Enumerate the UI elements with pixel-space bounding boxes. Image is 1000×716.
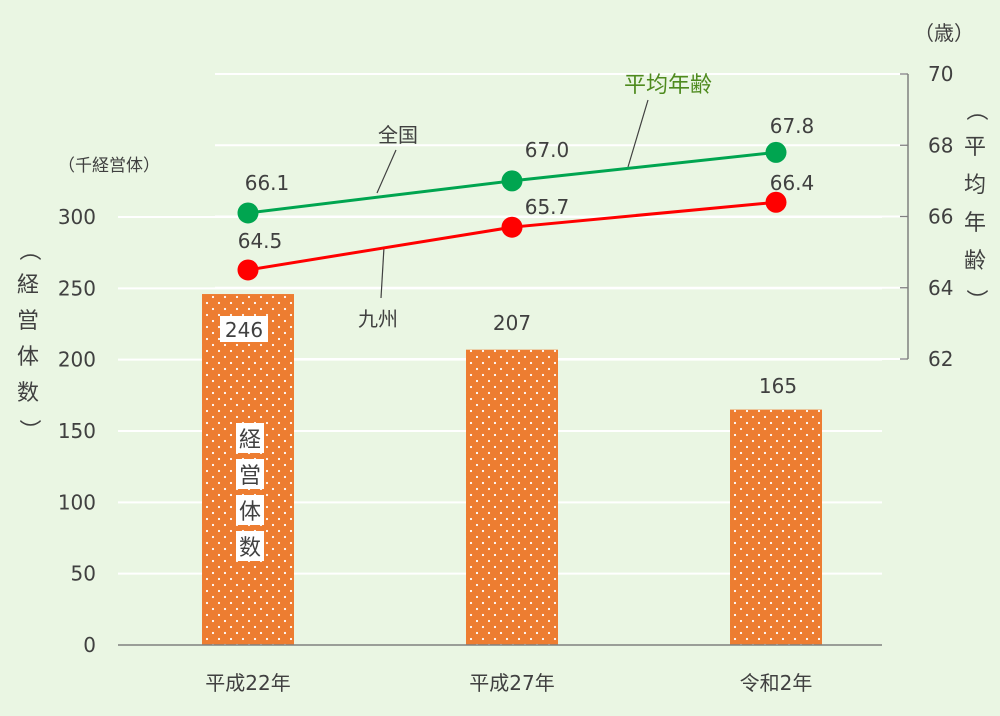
series-point bbox=[765, 191, 787, 213]
leader-lines bbox=[376, 99, 649, 299]
y-right-tick-label: 62 bbox=[928, 347, 953, 371]
y-right-title-char: 齢 bbox=[964, 249, 986, 274]
y-right-tick-label: 68 bbox=[928, 133, 953, 157]
y-left-title-char: （ bbox=[16, 239, 41, 261]
y-right-tick-label: 66 bbox=[928, 205, 953, 229]
y-left-unit: （千経営体） bbox=[58, 156, 160, 176]
y-left-tick-label: 200 bbox=[58, 348, 96, 372]
bar bbox=[466, 349, 558, 645]
x-tick-label: 令和2年 bbox=[740, 671, 813, 695]
bar-data-label: 165 bbox=[759, 374, 797, 398]
series-label-bg bbox=[236, 531, 264, 561]
y-right-unit: （歳） bbox=[914, 21, 974, 45]
leader-line bbox=[376, 149, 397, 194]
y-right-tick-label: 70 bbox=[928, 62, 953, 86]
series-point bbox=[237, 202, 259, 224]
series-point bbox=[237, 259, 259, 281]
line-group-label: 平均年齢 bbox=[624, 73, 712, 98]
series-point bbox=[765, 141, 787, 163]
bars bbox=[202, 294, 822, 645]
y-left-tick-label: 250 bbox=[58, 276, 96, 300]
y-right-title-char: 年 bbox=[964, 211, 986, 236]
y-left-tick-label: 150 bbox=[58, 419, 96, 443]
leader-line bbox=[380, 246, 385, 299]
line-data-label: 66.1 bbox=[245, 171, 290, 195]
y-left-tick-label: 300 bbox=[58, 205, 96, 229]
series-point bbox=[501, 216, 523, 238]
y-left-title-char: ） bbox=[16, 419, 41, 441]
y-left-tick-label: 0 bbox=[83, 633, 96, 657]
y-left-title-char: 営 bbox=[17, 309, 39, 334]
series-name-label: 九州 bbox=[358, 307, 398, 331]
series-name-label: 全国 bbox=[378, 123, 418, 147]
y-left-title-char: 数 bbox=[17, 381, 39, 406]
y-left-title-char: 体 bbox=[17, 345, 39, 370]
bar-series-label-char: 営 bbox=[239, 464, 261, 489]
x-tick-label: 平成22年 bbox=[205, 671, 290, 695]
line-data-label: 67.8 bbox=[770, 114, 815, 138]
labels: 0 50 100 150 200 250 300 62 64 66 68 70 平成22年 平成27年 令和… bbox=[16, 21, 988, 695]
y-left-tick-label: 100 bbox=[58, 490, 96, 514]
bar-series-label-char: 経 bbox=[239, 428, 261, 453]
y-right-title-char: 均 bbox=[964, 173, 986, 198]
x-tick-label: 平成27年 bbox=[469, 671, 554, 695]
y-right-title-char: ） bbox=[963, 289, 988, 311]
series-label-bg bbox=[236, 459, 264, 489]
bar-data-label: 246 bbox=[225, 318, 263, 342]
y-left-title-char: 経 bbox=[17, 273, 39, 298]
line-data-label: 64.5 bbox=[238, 229, 283, 253]
series-label-bg bbox=[236, 495, 264, 525]
y-right-title-char: 平 bbox=[964, 135, 986, 160]
y-right-tick-label: 64 bbox=[928, 276, 953, 300]
line-data-label: 66.4 bbox=[770, 171, 815, 195]
bar-data-label: 207 bbox=[493, 311, 531, 335]
y-right-title-char: （ bbox=[963, 99, 988, 121]
series-label-bg bbox=[236, 423, 264, 453]
bar bbox=[730, 409, 822, 645]
bar-series-label-char: 数 bbox=[239, 536, 261, 561]
series-point bbox=[501, 170, 523, 192]
bar-series-label-char: 体 bbox=[239, 500, 261, 525]
lines bbox=[237, 141, 787, 281]
data-label-bg bbox=[220, 316, 268, 342]
line-data-label: 67.0 bbox=[525, 138, 570, 162]
leader-line bbox=[627, 99, 649, 168]
axes bbox=[118, 73, 909, 646]
line-data-label: 65.7 bbox=[525, 195, 570, 219]
y-left-tick-label: 50 bbox=[71, 562, 96, 586]
